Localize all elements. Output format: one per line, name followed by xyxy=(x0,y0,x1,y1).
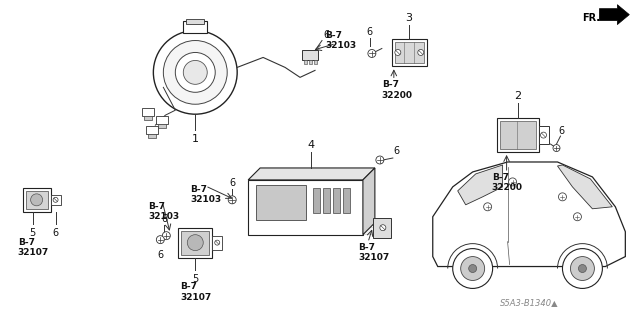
Circle shape xyxy=(156,236,164,244)
Text: 5: 5 xyxy=(192,273,198,284)
Bar xyxy=(183,21,207,33)
Circle shape xyxy=(188,235,204,251)
Bar xyxy=(538,126,548,144)
Bar xyxy=(343,188,350,213)
Polygon shape xyxy=(600,5,629,25)
Bar xyxy=(186,19,204,24)
Bar xyxy=(158,124,166,128)
Circle shape xyxy=(183,60,207,84)
Text: 2: 2 xyxy=(514,91,521,101)
Text: 6: 6 xyxy=(367,26,373,37)
Bar xyxy=(148,134,156,138)
Circle shape xyxy=(380,225,386,231)
Bar xyxy=(181,231,209,255)
Bar xyxy=(22,188,51,212)
Circle shape xyxy=(573,213,581,221)
Circle shape xyxy=(509,178,516,186)
Text: 3: 3 xyxy=(405,12,412,23)
Text: B-7
32107: B-7 32107 xyxy=(180,282,212,302)
Bar xyxy=(313,188,320,213)
Text: 6: 6 xyxy=(161,214,168,224)
Polygon shape xyxy=(557,165,612,209)
Circle shape xyxy=(163,232,170,240)
Bar xyxy=(256,185,306,220)
Text: 5: 5 xyxy=(29,228,36,238)
Circle shape xyxy=(579,264,586,272)
Circle shape xyxy=(31,194,43,206)
Polygon shape xyxy=(248,180,363,235)
Text: S5A3-B1340▲: S5A3-B1340▲ xyxy=(500,298,559,307)
Text: B-7
32107: B-7 32107 xyxy=(18,238,49,257)
Circle shape xyxy=(163,41,227,104)
Circle shape xyxy=(452,249,493,288)
Polygon shape xyxy=(248,168,375,180)
Bar xyxy=(309,60,312,64)
Bar xyxy=(314,60,317,64)
Circle shape xyxy=(559,193,566,201)
Text: 6: 6 xyxy=(157,249,163,260)
Circle shape xyxy=(484,203,492,211)
Circle shape xyxy=(175,52,215,92)
Text: B-7
32107: B-7 32107 xyxy=(358,243,389,262)
Bar xyxy=(395,41,424,63)
Bar xyxy=(333,188,340,213)
Circle shape xyxy=(418,49,424,56)
Text: 1: 1 xyxy=(192,134,199,144)
Text: 6: 6 xyxy=(323,30,329,40)
Text: 6: 6 xyxy=(559,126,564,136)
Text: B-7
32103: B-7 32103 xyxy=(325,31,356,50)
Circle shape xyxy=(215,240,220,245)
Circle shape xyxy=(468,264,477,272)
Bar xyxy=(179,228,212,257)
Text: B-7
32200: B-7 32200 xyxy=(492,173,523,192)
Text: 4: 4 xyxy=(307,140,315,150)
Bar xyxy=(304,60,307,64)
Bar xyxy=(373,218,391,238)
Text: 6: 6 xyxy=(394,146,400,156)
Circle shape xyxy=(395,49,401,56)
Bar xyxy=(142,108,154,116)
Circle shape xyxy=(376,156,384,164)
Bar xyxy=(392,39,427,66)
Text: B-7
32103: B-7 32103 xyxy=(148,202,179,221)
Bar xyxy=(212,236,222,249)
Bar xyxy=(500,121,536,149)
Circle shape xyxy=(53,197,58,202)
Bar xyxy=(323,188,330,213)
Circle shape xyxy=(461,256,484,280)
Polygon shape xyxy=(253,228,390,235)
Polygon shape xyxy=(458,165,502,205)
Text: 6: 6 xyxy=(52,228,59,238)
Bar xyxy=(302,50,318,60)
Circle shape xyxy=(228,196,236,204)
Bar xyxy=(145,116,152,120)
Bar xyxy=(156,116,168,124)
Bar xyxy=(51,195,61,205)
Circle shape xyxy=(570,256,595,280)
Circle shape xyxy=(553,145,560,152)
Circle shape xyxy=(154,31,237,114)
Circle shape xyxy=(368,49,376,57)
Text: B-7
32103: B-7 32103 xyxy=(190,185,221,204)
Circle shape xyxy=(541,132,547,138)
Bar xyxy=(26,191,47,209)
Bar xyxy=(147,126,158,134)
Polygon shape xyxy=(433,162,625,267)
Text: 6: 6 xyxy=(229,178,236,188)
Polygon shape xyxy=(363,168,375,235)
Circle shape xyxy=(563,249,602,288)
Bar xyxy=(497,118,538,152)
Text: B-7
32200: B-7 32200 xyxy=(382,80,413,100)
Text: FR.: FR. xyxy=(582,13,600,23)
